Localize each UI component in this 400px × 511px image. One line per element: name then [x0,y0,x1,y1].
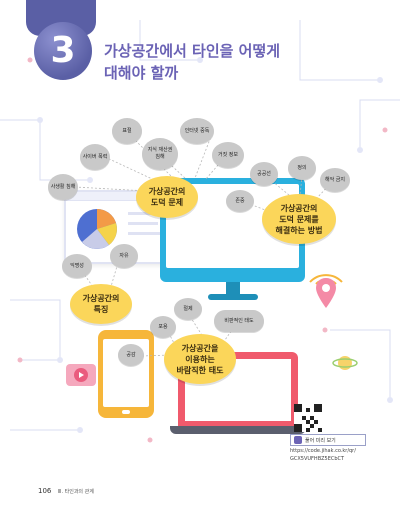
chapter-title: 가상공간에서 타인을 어떻게 대해야 할까 [104,40,344,84]
feature-item-anonymity: 익명성 [62,254,92,278]
chapter-title-line-1: 가상공간에서 타인을 어떻게 [104,42,281,60]
bubble-features: 가상공간의 특징 [70,284,132,324]
bubble-desirable-attitude-text: 가상공간을 이용하는 바람직한 태도 [176,343,224,375]
page-number: 106 [38,487,52,495]
qr-url-line-2[interactable]: GCX5VUFHBZ5ECbCT [290,456,345,462]
problem-item-plagiarism: 표절 [112,118,142,144]
bubble-solutions: 가상공간의 도덕 문제를 해결하는 방법 [262,194,336,244]
chapter-title-line-2: 대해야 할까 [104,64,179,82]
problem-item-privacy: 사생활 침해 [48,174,78,200]
qr-url-line-1[interactable]: https://code.jihak.co.kr/qr/ [290,448,356,454]
solution-item-harm-prohibition: 해악 금지 [320,168,350,192]
bubble-solutions-text: 가상공간의 도덕 문제를 해결하는 방법 [275,203,323,235]
play-icon [74,368,88,382]
text-line-3 [128,232,162,235]
feature-item-freedom: 자유 [110,244,138,268]
search-icon [294,436,302,444]
text-line-2 [128,222,158,225]
location-pin-icon [316,278,336,308]
qr-code[interactable] [294,404,322,432]
problem-item-false-information: 거짓 정보 [212,142,244,168]
qr-label-box[interactable]: 풀어 미리 보기 [290,434,366,446]
attitude-item-tolerance: 포용 [150,316,176,338]
solution-item-respect: 존중 [226,190,254,212]
monitor-base [208,294,258,300]
attitude-item-moderation: 절제 [174,298,202,320]
solution-item-common-good: 공공선 [250,162,278,186]
attitude-item-empathy: 공감 [118,344,144,366]
bubble-desirable-attitude: 가상공간을 이용하는 바람직한 태도 [164,334,236,384]
problem-item-cyberbullying: 사이버 폭력 [80,144,110,170]
solution-item-justice: 정의 [288,156,316,180]
problem-item-internet-addiction: 인터넷 중독 [180,118,214,144]
phone-frame [98,330,154,418]
chapter-footer: Ⅲ. 타인과의 관계 [58,489,94,495]
bubble-moral-problems: 가상공간의 도덕 문제 [136,176,198,218]
bubble-features-text: 가상공간의 특징 [82,294,120,314]
bubble-moral-problems-text: 가상공간의 도덕 문제 [148,187,186,207]
monitor-stand [226,282,240,296]
video-player-icon [66,364,96,386]
qr-label: 풀어 미리 보기 [305,437,336,444]
chapter-number: 3 [34,22,92,80]
phone-home-button [122,410,130,414]
pie-chart-icon [77,209,117,249]
attitude-item-critical: 비판적인 태도 [214,310,264,332]
browser-titlebar [66,192,176,201]
laptop-base [170,426,306,434]
problem-item-ip-infringement: 지식 재산권 침해 [142,138,178,170]
planet-icon [332,356,358,370]
